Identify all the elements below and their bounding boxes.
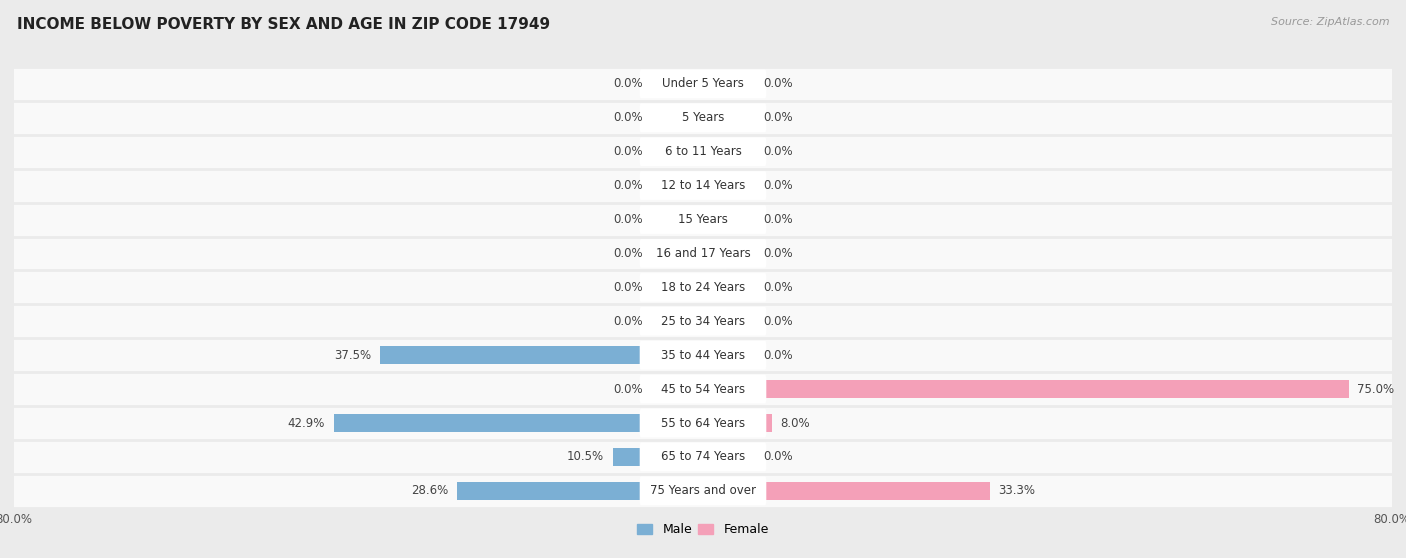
Bar xyxy=(651,278,703,296)
FancyBboxPatch shape xyxy=(14,135,1392,169)
Text: 0.0%: 0.0% xyxy=(763,112,793,124)
FancyBboxPatch shape xyxy=(640,375,766,403)
FancyBboxPatch shape xyxy=(640,477,766,505)
Text: 35 to 44 Years: 35 to 44 Years xyxy=(661,349,745,362)
FancyBboxPatch shape xyxy=(640,171,766,200)
Text: 10.5%: 10.5% xyxy=(567,450,605,463)
Bar xyxy=(703,211,755,228)
Text: 0.0%: 0.0% xyxy=(763,145,793,158)
FancyBboxPatch shape xyxy=(640,307,766,335)
Bar xyxy=(333,414,703,432)
FancyBboxPatch shape xyxy=(14,101,1392,135)
Text: 0.0%: 0.0% xyxy=(613,179,643,192)
Text: 0.0%: 0.0% xyxy=(763,247,793,260)
Bar xyxy=(703,143,755,161)
FancyBboxPatch shape xyxy=(14,67,1392,101)
Text: 0.0%: 0.0% xyxy=(763,450,793,463)
Bar xyxy=(651,312,703,330)
Bar xyxy=(703,177,755,194)
Text: 0.0%: 0.0% xyxy=(613,213,643,226)
Text: 15 Years: 15 Years xyxy=(678,213,728,226)
FancyBboxPatch shape xyxy=(14,237,1392,271)
Text: 55 to 64 Years: 55 to 64 Years xyxy=(661,416,745,430)
Text: 45 to 54 Years: 45 to 54 Years xyxy=(661,383,745,396)
FancyBboxPatch shape xyxy=(14,203,1392,237)
Bar xyxy=(703,75,755,93)
Text: Under 5 Years: Under 5 Years xyxy=(662,78,744,90)
FancyBboxPatch shape xyxy=(640,205,766,234)
FancyBboxPatch shape xyxy=(640,137,766,166)
Text: 0.0%: 0.0% xyxy=(763,78,793,90)
FancyBboxPatch shape xyxy=(14,372,1392,406)
FancyBboxPatch shape xyxy=(14,474,1392,508)
FancyBboxPatch shape xyxy=(640,341,766,369)
FancyBboxPatch shape xyxy=(640,103,766,132)
Text: 0.0%: 0.0% xyxy=(763,213,793,226)
Text: 0.0%: 0.0% xyxy=(613,315,643,328)
Legend: Male, Female: Male, Female xyxy=(633,518,773,541)
FancyBboxPatch shape xyxy=(14,169,1392,203)
Bar xyxy=(703,109,755,127)
FancyBboxPatch shape xyxy=(14,338,1392,372)
Text: 0.0%: 0.0% xyxy=(613,281,643,294)
FancyBboxPatch shape xyxy=(640,239,766,268)
FancyBboxPatch shape xyxy=(14,271,1392,304)
Text: 28.6%: 28.6% xyxy=(411,484,449,497)
FancyBboxPatch shape xyxy=(640,70,766,98)
Text: 6 to 11 Years: 6 to 11 Years xyxy=(665,145,741,158)
Text: 0.0%: 0.0% xyxy=(763,315,793,328)
Text: 0.0%: 0.0% xyxy=(613,78,643,90)
Bar xyxy=(613,448,703,466)
Text: 18 to 24 Years: 18 to 24 Years xyxy=(661,281,745,294)
Bar xyxy=(457,482,703,499)
Bar xyxy=(651,381,703,398)
Bar xyxy=(651,75,703,93)
Bar xyxy=(703,448,755,466)
Bar xyxy=(651,177,703,194)
Bar xyxy=(651,109,703,127)
Text: 75 Years and over: 75 Years and over xyxy=(650,484,756,497)
Text: 5 Years: 5 Years xyxy=(682,112,724,124)
Bar xyxy=(651,143,703,161)
Text: INCOME BELOW POVERTY BY SEX AND AGE IN ZIP CODE 17949: INCOME BELOW POVERTY BY SEX AND AGE IN Z… xyxy=(17,17,550,32)
Text: 12 to 14 Years: 12 to 14 Years xyxy=(661,179,745,192)
Bar xyxy=(380,347,703,364)
Text: 0.0%: 0.0% xyxy=(613,112,643,124)
Bar xyxy=(703,312,755,330)
Text: 65 to 74 Years: 65 to 74 Years xyxy=(661,450,745,463)
FancyBboxPatch shape xyxy=(14,304,1392,338)
Text: 25 to 34 Years: 25 to 34 Years xyxy=(661,315,745,328)
Bar xyxy=(703,278,755,296)
Bar xyxy=(703,381,1348,398)
Bar xyxy=(703,347,755,364)
Text: 0.0%: 0.0% xyxy=(613,383,643,396)
FancyBboxPatch shape xyxy=(640,442,766,472)
Bar xyxy=(703,244,755,262)
Bar xyxy=(703,414,772,432)
Bar xyxy=(703,482,990,499)
Text: 33.3%: 33.3% xyxy=(998,484,1035,497)
Text: 16 and 17 Years: 16 and 17 Years xyxy=(655,247,751,260)
Text: 75.0%: 75.0% xyxy=(1358,383,1395,396)
Text: 42.9%: 42.9% xyxy=(288,416,325,430)
Bar xyxy=(651,211,703,228)
FancyBboxPatch shape xyxy=(14,406,1392,440)
Text: 0.0%: 0.0% xyxy=(613,247,643,260)
Text: 0.0%: 0.0% xyxy=(763,281,793,294)
Bar xyxy=(651,244,703,262)
Text: 0.0%: 0.0% xyxy=(763,179,793,192)
Text: 0.0%: 0.0% xyxy=(763,349,793,362)
Text: Source: ZipAtlas.com: Source: ZipAtlas.com xyxy=(1271,17,1389,27)
Text: 8.0%: 8.0% xyxy=(780,416,810,430)
Text: 0.0%: 0.0% xyxy=(613,145,643,158)
Text: 37.5%: 37.5% xyxy=(335,349,371,362)
FancyBboxPatch shape xyxy=(14,440,1392,474)
FancyBboxPatch shape xyxy=(640,273,766,302)
FancyBboxPatch shape xyxy=(640,408,766,437)
